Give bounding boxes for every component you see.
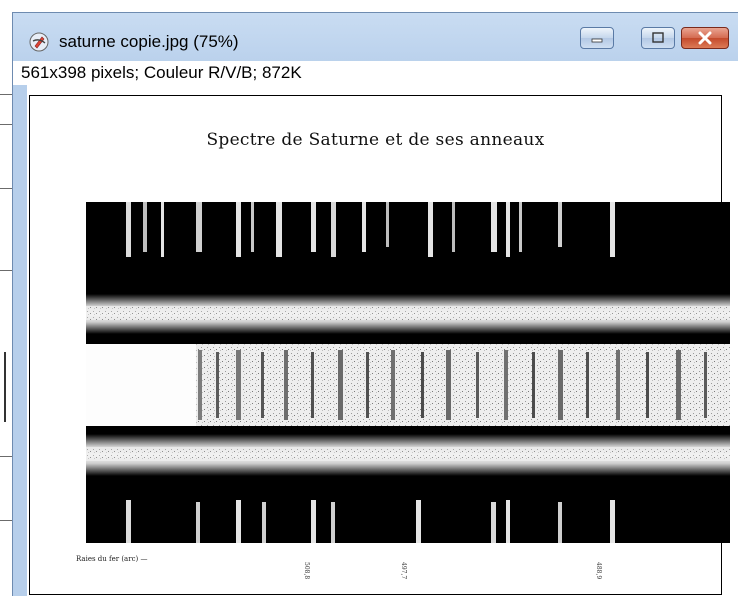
image-title: Spectre de Saturne et de ses anneaux <box>206 130 545 150</box>
window-title: saturne copie.jpg (75%) <box>59 32 239 51</box>
spectrum-image[interactable]: Spectre de Saturne et de ses anneaux <box>29 95 730 595</box>
background-line <box>0 94 12 95</box>
background-line <box>0 456 12 457</box>
imagej-app-icon[interactable] <box>29 32 49 52</box>
image-info-bar: 561x398 pixels; Couleur R/V/B; 872K <box>13 61 738 85</box>
image-info-text: 561x398 pixels; Couleur R/V/B; 872K <box>21 63 302 82</box>
maximize-icon <box>652 32 664 43</box>
title-bar[interactable]: saturne copie.jpg (75%) <box>13 13 738 61</box>
background-line <box>0 270 12 271</box>
background-line <box>0 520 12 521</box>
image-window: saturne copie.jpg (75%) 561x398 pixels; … <box>12 12 739 597</box>
wavelength-label: 497,7 <box>400 562 407 580</box>
spectrum-plate <box>86 202 730 543</box>
wavelength-label: 488,9 <box>595 562 602 580</box>
background-line <box>0 188 12 189</box>
close-icon <box>698 31 712 45</box>
image-caption: Raies du fer (arc) — <box>76 555 148 563</box>
background-curve <box>4 352 6 422</box>
planet-spectrum-band <box>86 344 730 426</box>
top-comparison-lines <box>126 202 615 257</box>
bottom-comparison-lines <box>126 500 615 543</box>
wavelength-label: 508,8 <box>303 562 310 580</box>
background-line <box>0 124 12 125</box>
maximize-button[interactable] <box>641 27 675 49</box>
minimize-icon <box>591 38 603 43</box>
close-button[interactable] <box>681 27 729 49</box>
minimize-button[interactable] <box>580 27 614 49</box>
